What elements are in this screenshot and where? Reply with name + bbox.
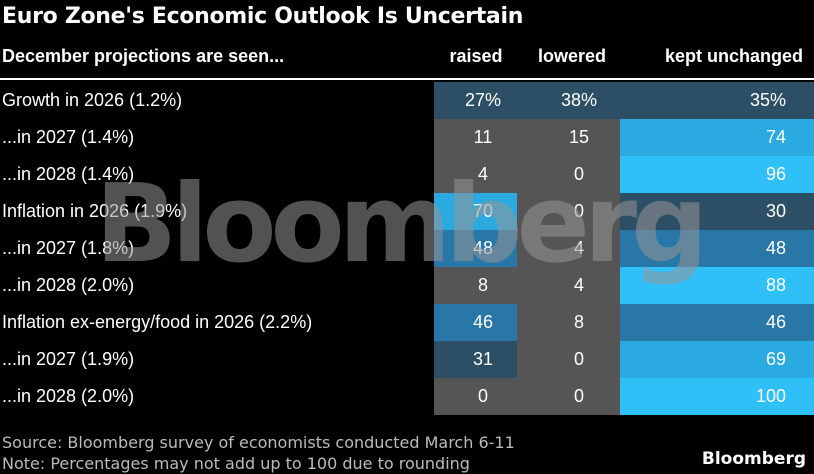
table-row: ...in 2027 (1.9%) 31 0 69 (0, 341, 814, 378)
cell-raised: 27% (464, 90, 502, 110)
cell-kept: 30 (765, 201, 786, 221)
cell-raised: 0 (477, 386, 488, 406)
cell-lowered: 4 (573, 275, 584, 295)
cell-lowered: 0 (573, 349, 584, 369)
table-row: ...in 2028 (1.4%) 4 0 96 (0, 156, 814, 193)
cell-raised: 8 (477, 275, 488, 295)
cell-bg-raised (434, 82, 517, 119)
table-row: ...in 2027 (1.4%) 11 15 74 (0, 119, 814, 156)
cell-lowered: 0 (573, 386, 584, 406)
cell-kept: 100 (755, 386, 786, 406)
cell-bg-kept (620, 378, 814, 415)
source-note: Source: Bloomberg survey of economists c… (2, 433, 515, 452)
cell-bg-kept (620, 193, 814, 230)
cell-lowered: 0 (573, 201, 584, 221)
cell-bg-lowered (517, 82, 620, 119)
cell-kept: 46 (765, 312, 786, 332)
row-label: ...in 2028 (1.4%) (2, 164, 135, 184)
row-label: ...in 2028 (2.0%) (2, 386, 135, 406)
cell-bg-kept (620, 230, 814, 267)
cell-lowered: 38% (560, 90, 598, 110)
cell-raised: 48 (472, 238, 494, 258)
row-label: ...in 2027 (1.8%) (2, 238, 135, 258)
table-row: Inflation ex-energy/food in 2026 (2.2%) 4… (0, 304, 814, 341)
cell-bg-kept (620, 304, 814, 341)
chart-title: Euro Zone's Economic Outlook Is Uncertai… (2, 4, 524, 29)
cell-kept: 96 (765, 164, 786, 184)
table-row: ...in 2027 (1.8%) 48 4 48 (0, 230, 814, 267)
row-label: ...in 2027 (1.4%) (2, 127, 135, 147)
cell-raised: 4 (477, 164, 488, 184)
header-raised: raised (449, 46, 503, 66)
cell-bg-raised (434, 341, 517, 378)
rounding-note: Note: Percentages may not add up to 100 … (2, 454, 470, 473)
row-label: Growth in 2026 (1.2%) (2, 90, 183, 110)
cell-kept: 69 (765, 349, 786, 369)
cell-bg-kept (620, 267, 814, 304)
header-lowered: lowered (537, 46, 607, 66)
bloomberg-logo: Bloomberg (701, 449, 806, 469)
cell-kept: 74 (765, 127, 786, 147)
header-kept-unchanged: kept unchanged (664, 46, 803, 66)
cell-kept: 88 (765, 275, 786, 295)
table-row: Growth in 2026 (1.2%) 27% 38% 35% (0, 82, 814, 119)
header-divider (0, 78, 814, 80)
cell-bg-kept (620, 341, 814, 378)
header-projections: December projections are seen... (2, 46, 285, 66)
cell-bg-raised (434, 304, 517, 341)
cell-bg-kept (620, 119, 814, 156)
table-row: ...in 2028 (2.0%) 8 4 88 (0, 267, 814, 304)
cell-lowered: 8 (573, 312, 584, 332)
table-row: ...in 2028 (2.0%) 0 0 100 (0, 378, 814, 415)
row-label: Inflation in 2026 (1.9%) (2, 201, 188, 221)
row-label: ...in 2027 (1.9%) (2, 349, 135, 369)
cell-raised: 31 (472, 349, 494, 369)
cell-lowered: 0 (573, 164, 584, 184)
cell-kept: 35% (749, 90, 786, 110)
table-row: Inflation in 2026 (1.9%) 70 0 30 (0, 193, 814, 230)
row-label: ...in 2028 (2.0%) (2, 275, 135, 295)
cell-bg-raised (434, 193, 517, 230)
cell-bg-kept (620, 82, 814, 119)
row-label: Inflation ex-energy/food in 2026 (2.2%) (2, 312, 313, 332)
cell-lowered: 4 (573, 238, 584, 258)
cell-raised: 70 (472, 201, 494, 221)
cell-lowered: 15 (568, 127, 590, 147)
cell-kept: 48 (765, 238, 786, 258)
cell-raised: 11 (473, 127, 493, 147)
cell-bg-raised (434, 230, 517, 267)
cell-raised: 46 (472, 312, 494, 332)
cell-bg-kept (620, 156, 814, 193)
